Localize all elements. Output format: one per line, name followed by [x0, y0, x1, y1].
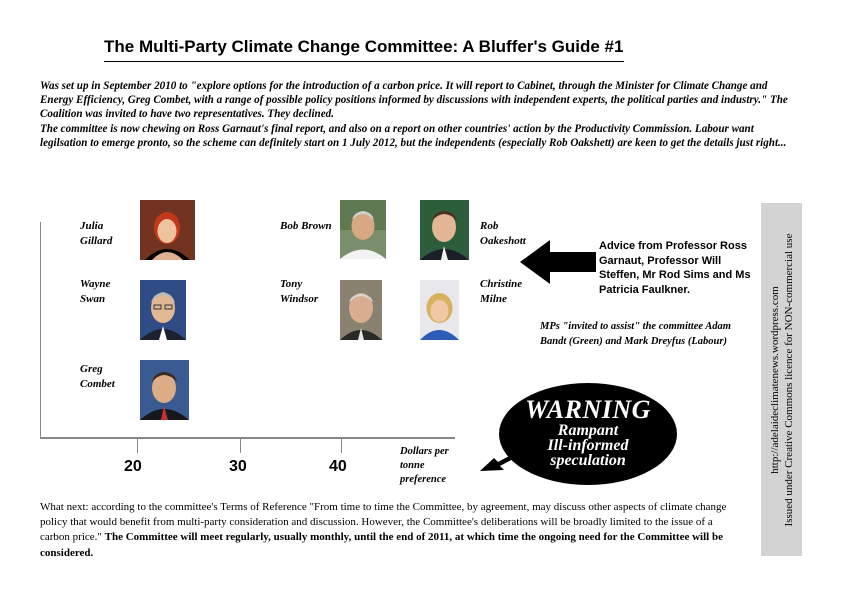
- member-name-gillard: Julia Gillard: [80, 219, 112, 249]
- footer-text: What next: according to the committee's …: [40, 500, 740, 561]
- member-full-name: Bob Brown: [280, 220, 332, 232]
- footer-normal-text: What next: according to the committee's …: [40, 501, 727, 544]
- member-first-name: Christine: [480, 278, 523, 290]
- warning-line-1: Rampant: [557, 422, 619, 439]
- sidebar-url-link[interactable]: http://adelaideclimatenews.wordpress.com: [768, 285, 781, 474]
- title-underline: [104, 61, 624, 62]
- member-last-name: Gillard: [80, 235, 113, 247]
- tick-label-40: 40: [329, 458, 347, 475]
- member-last-name: Windsor: [280, 293, 319, 305]
- member-name-windsor: Tony Windsor: [280, 277, 318, 307]
- member-first-name: Greg: [80, 363, 103, 375]
- tick-label-20: 20: [124, 458, 142, 475]
- footer-bold-text: The Committee will meet regularly, usual…: [40, 531, 723, 559]
- intro-paragraph-1: Was set up in September 2010 to "explore…: [40, 80, 788, 121]
- licence-sidebar: http://adelaideclimatenews.wordpress.com…: [761, 203, 802, 556]
- portrait-christine-milne-icon: [420, 280, 459, 340]
- member-name-combet: Greg Combet: [80, 362, 115, 392]
- intro-text: Was set up in September 2010 to "explore…: [40, 79, 800, 150]
- portrait-bob-brown-icon: [340, 200, 386, 259]
- y-axis: [40, 222, 41, 438]
- member-last-name: Combet: [80, 378, 115, 390]
- advice-text: Advice from Professor Ross Garnaut, Prof…: [599, 240, 751, 296]
- portrait-greg-combet-icon: [140, 360, 189, 420]
- warning-bubble: WARNING Rampant Ill-informed speculation: [499, 383, 677, 485]
- x-axis: [40, 437, 455, 439]
- page-title: The Multi-Party Climate Change Committee…: [104, 37, 624, 56]
- intro-paragraph-2: The committee is now chewing on Ross Gar…: [40, 122, 787, 149]
- tick-40: [341, 439, 342, 453]
- sidebar-licence-text: Issued under Creative Commons licence fo…: [782, 233, 795, 526]
- portrait-rob-oakeshott-icon: [420, 200, 469, 260]
- portrait-tony-windsor-icon: [340, 280, 382, 340]
- member-name-milne: Christine Milne: [480, 277, 522, 307]
- member-first-name: Julia: [80, 220, 104, 232]
- tick-30: [240, 439, 241, 453]
- member-last-name: Milne: [480, 293, 507, 305]
- member-first-name: Wayne: [80, 278, 111, 290]
- portrait-wayne-swan-icon: [140, 280, 186, 340]
- left-arrow-icon: [520, 240, 598, 289]
- member-last-name: Swan: [80, 293, 106, 305]
- member-last-name: Oakeshott: [480, 235, 526, 247]
- mps-invited-text: MPs "invited to assist" the committee Ad…: [540, 321, 731, 347]
- member-name-brown: Bob Brown: [280, 219, 332, 234]
- warning-heading: WARNING: [525, 395, 651, 424]
- axis-unit-label: Dollars per tonne preference: [400, 446, 449, 485]
- portrait-julia-gillard-icon: [140, 200, 195, 260]
- member-first-name: Tony: [280, 278, 303, 290]
- member-name-swan: Wayne Swan: [80, 277, 110, 307]
- member-name-oakeshott: Rob Oakeshott: [480, 219, 526, 249]
- tick-20: [137, 439, 138, 453]
- warning-line-2: Ill-informed: [547, 437, 629, 454]
- warning-line-3: speculation: [550, 452, 626, 469]
- member-first-name: Rob: [480, 220, 499, 232]
- tick-label-30: 30: [229, 458, 247, 475]
